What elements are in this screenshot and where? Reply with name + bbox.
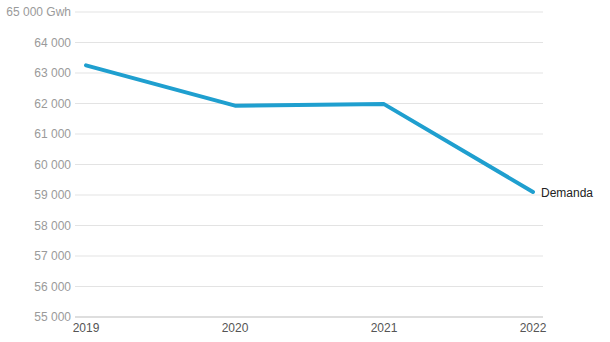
x-tick-label: 2019 (73, 321, 100, 335)
y-tick-label: 60 000 (34, 158, 71, 172)
chart: 55 000 56 000 57 000 58 000 59 000 60 000 61 0… (0, 0, 610, 342)
grid-line (75, 164, 543, 165)
series-line (86, 65, 533, 192)
y-tick-label: 56 000 (34, 280, 71, 294)
y-tick-label: 57 000 (34, 249, 71, 263)
x-tick-label: 2021 (371, 321, 398, 335)
grid-line (75, 286, 543, 287)
y-tick-label: 59 000 (34, 188, 71, 202)
x-tick-label: 2020 (222, 321, 249, 335)
x-axis: 2019 2020 2021 2022 (73, 321, 547, 335)
y-tick-label: 65 000 Gwh (6, 5, 71, 19)
series-label: Demanda (541, 186, 593, 200)
y-axis: 55 000 56 000 57 000 58 000 59 000 60 000 61 0… (6, 5, 543, 324)
y-tick-label: 58 000 (34, 219, 71, 233)
grid-line (75, 73, 543, 74)
series-labels: Demanda (541, 186, 593, 200)
y-tick-label: 55 000 (34, 310, 71, 324)
grid-line (75, 317, 543, 318)
grid-line (75, 134, 543, 135)
y-tick-label: 63 000 (34, 66, 71, 80)
x-tick-label: 2022 (520, 321, 547, 335)
grid-line (75, 225, 543, 226)
grid-line (75, 42, 543, 43)
grid-line (75, 195, 543, 196)
y-tick-label: 62 000 (34, 97, 71, 111)
grid-line (75, 12, 543, 13)
y-tick-label: 61 000 (34, 127, 71, 141)
y-tick-label: 64 000 (34, 36, 71, 50)
grid-line (75, 256, 543, 257)
plot-area (86, 65, 533, 192)
